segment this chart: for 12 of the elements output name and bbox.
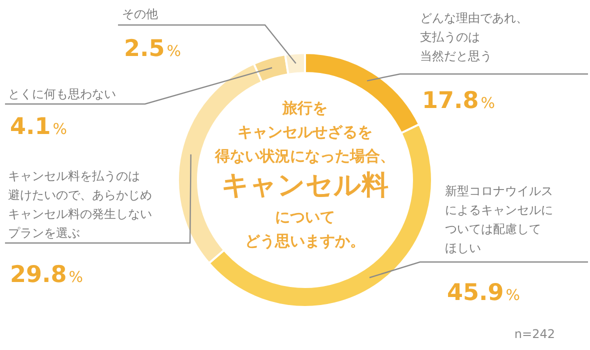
data-label: 17.8% [422, 88, 496, 114]
slice-label: 新型コロナウイルスによるキャンセルについては配慮してほしい [445, 184, 553, 255]
slice-label: どんな理由であれ、支払うのは当然だと思う [420, 11, 528, 63]
data-label: 29.8% [10, 262, 84, 288]
data-label: 45.9% [447, 280, 520, 306]
text: n=242 [514, 327, 555, 341]
text: 旅行をキャンセルせざるを得ない状況になった場合、キャンセル料についてどう思いますか。 [214, 99, 395, 250]
slice-label: とくに何も思わない [8, 87, 116, 101]
data-label: 2.5% [124, 36, 182, 62]
data-label: 4.1% [10, 114, 68, 140]
slice-label: キャンセル料を払うのは避けたいので、あらかじめキャンセル料の発生しないプランを選ぶ [8, 169, 152, 240]
slice-label: その他 [122, 7, 158, 21]
